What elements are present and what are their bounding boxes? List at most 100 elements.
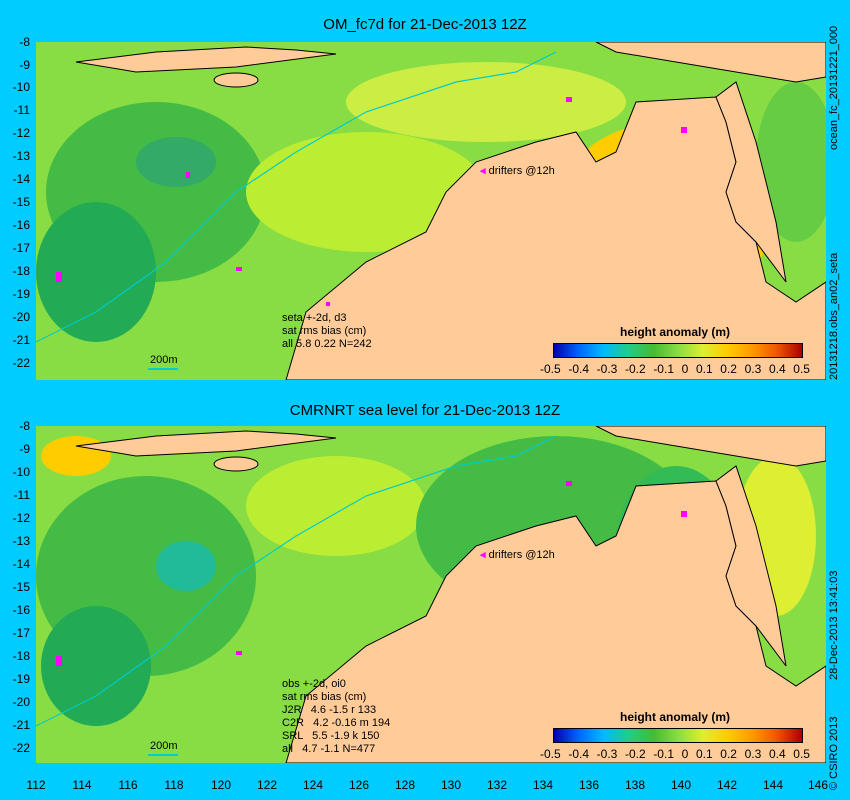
tick: 0 bbox=[681, 362, 689, 376]
timor-island bbox=[75, 430, 337, 457]
x-tick: 144 bbox=[762, 778, 784, 792]
y-tick: -11 bbox=[13, 488, 30, 502]
tick: -0.1 bbox=[653, 362, 674, 376]
tick: 0.2 bbox=[720, 747, 737, 761]
top-scale-label: 200m bbox=[150, 354, 178, 366]
y-tick: -10 bbox=[12, 80, 30, 94]
x-tick: 116 bbox=[118, 778, 138, 792]
tick: -0.1 bbox=[653, 747, 674, 761]
y-tick: -12 bbox=[12, 511, 30, 525]
tick: 0.5 bbox=[793, 747, 810, 761]
top-scalebar: 200m bbox=[148, 354, 178, 370]
drifter-icon: ◂ bbox=[480, 549, 486, 561]
y-tick: -8 bbox=[19, 35, 30, 49]
y-tick: -16 bbox=[12, 218, 30, 232]
y-tick: -21 bbox=[12, 718, 30, 732]
y-tick: -17 bbox=[12, 241, 30, 255]
bottom-scale-line bbox=[148, 754, 178, 756]
cape-york-land bbox=[715, 81, 787, 283]
bottom-legend-label: drifters @12h bbox=[488, 549, 555, 561]
bottom-map bbox=[36, 426, 826, 763]
y-tick: -20 bbox=[12, 695, 30, 709]
x-tick: 130 bbox=[440, 778, 462, 792]
drifter-markers bbox=[56, 97, 687, 306]
y-tick: -22 bbox=[12, 356, 30, 370]
isobath-200m bbox=[36, 435, 557, 727]
y-tick: -9 bbox=[19, 58, 30, 72]
y-tick: -20 bbox=[12, 310, 30, 324]
y-tick: -14 bbox=[12, 172, 30, 186]
tick: -0.5 bbox=[540, 747, 561, 761]
tick: 0.1 bbox=[695, 747, 713, 761]
top-title: OM_fc7d for 21-Dec-2013 12Z bbox=[323, 16, 527, 33]
y-tick: -21 bbox=[12, 333, 30, 347]
drifter-markers bbox=[56, 481, 687, 666]
bottom-side-label-1: 28-Dec-2013 13:41:03 bbox=[828, 570, 840, 680]
bottom-title: CMRNRT sea level for 21-Dec-2013 12Z bbox=[289, 402, 561, 419]
x-tick: 132 bbox=[486, 778, 508, 792]
tick: -0.4 bbox=[568, 362, 590, 376]
x-tick: 134 bbox=[532, 778, 554, 792]
y-tick: -10 bbox=[12, 465, 30, 479]
y-tick: -14 bbox=[12, 557, 30, 571]
x-tick: 120 bbox=[210, 778, 232, 792]
x-tick: 138 bbox=[624, 778, 646, 792]
tick: -0.5 bbox=[540, 362, 561, 376]
x-tick: 114 bbox=[72, 778, 92, 792]
x-tick: 136 bbox=[578, 778, 600, 792]
y-tick: -15 bbox=[12, 580, 30, 594]
y-tick: -22 bbox=[12, 741, 30, 755]
bottom-scalebar: 200m bbox=[148, 740, 178, 756]
bottom-side-label-2: © CSIRO 2013 bbox=[828, 716, 840, 790]
y-tick: -16 bbox=[12, 603, 30, 617]
y-tick: -19 bbox=[12, 672, 30, 686]
x-tick: 126 bbox=[348, 778, 370, 792]
top-colorbar bbox=[553, 343, 803, 358]
x-tick: 122 bbox=[256, 778, 278, 792]
x-tick: 142 bbox=[716, 778, 738, 792]
tick: 0.3 bbox=[744, 747, 762, 761]
tick: 0.1 bbox=[695, 362, 713, 376]
tick: -0.4 bbox=[568, 747, 590, 761]
top-side-label-1: ocean_fc_20131221_000 bbox=[828, 25, 840, 150]
bottom-drifter-legend: ◂ drifters @12h bbox=[480, 548, 555, 561]
tick: 0.4 bbox=[768, 362, 786, 376]
x-tick: 140 bbox=[670, 778, 692, 792]
cape-york-land bbox=[715, 465, 787, 667]
bottom-colorbar bbox=[553, 728, 803, 743]
y-tick: -12 bbox=[12, 126, 30, 140]
x-tick: 124 bbox=[302, 778, 324, 792]
x-tick: 128 bbox=[394, 778, 416, 792]
australia-land bbox=[285, 96, 826, 380]
y-tick: -17 bbox=[12, 626, 30, 640]
y-tick: -18 bbox=[12, 649, 30, 663]
x-tick: 118 bbox=[164, 778, 184, 792]
tick: 0.2 bbox=[720, 362, 737, 376]
y-tick: -13 bbox=[12, 534, 30, 548]
tick: 0.3 bbox=[744, 362, 762, 376]
top-stats: seta +-2d, d3 sat rms bias (cm) all 5.8 … bbox=[282, 312, 372, 350]
top-drifter-legend: ◂ drifters @12h bbox=[480, 164, 555, 177]
top-map bbox=[36, 42, 826, 380]
y-tick: -8 bbox=[19, 419, 30, 433]
top-legend-label: drifters @12h bbox=[488, 165, 555, 177]
bottom-scale-label: 200m bbox=[150, 740, 178, 752]
tick: -0.2 bbox=[624, 747, 646, 761]
tick: -0.2 bbox=[624, 362, 646, 376]
bottom-stats: obs +-2d, oi0 sat rms bias (cm) J2R 4.6 … bbox=[282, 678, 391, 755]
y-tick: -15 bbox=[12, 195, 30, 209]
new-guinea-land bbox=[595, 42, 826, 83]
tick: -0.3 bbox=[596, 362, 618, 376]
new-guinea-land bbox=[595, 426, 826, 467]
y-tick: -18 bbox=[12, 264, 30, 278]
tick: 0.5 bbox=[793, 362, 810, 376]
bottom-colorbar-title: height anomaly (m) bbox=[620, 710, 731, 724]
y-tick: -9 bbox=[19, 442, 30, 456]
tick: 0 bbox=[681, 747, 689, 761]
x-tick: 112 bbox=[26, 778, 46, 792]
x-tick: 146 bbox=[807, 778, 829, 792]
timor-island bbox=[75, 46, 337, 73]
top-colorbar-ticks: -0.5 -0.4 -0.3 -0.2 -0.1 0 0.1 0.2 0.3 0… bbox=[540, 362, 810, 376]
australia-land bbox=[285, 480, 826, 763]
y-tick: -13 bbox=[12, 149, 30, 163]
